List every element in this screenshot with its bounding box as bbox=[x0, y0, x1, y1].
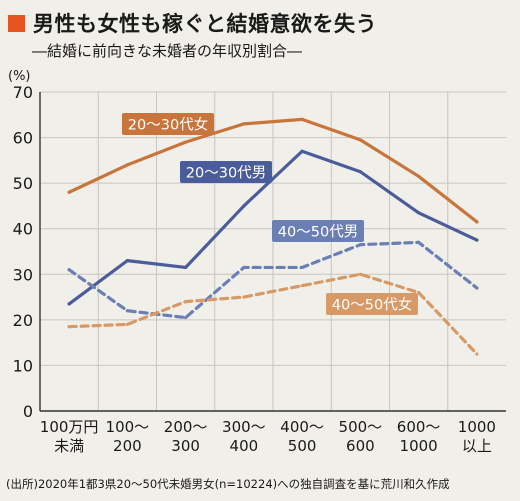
data-point bbox=[417, 211, 421, 215]
x-tick-label: 300 bbox=[171, 437, 200, 455]
y-tick-label: 0 bbox=[23, 402, 33, 421]
data-point bbox=[300, 117, 304, 121]
x-tick-label: 400〜 bbox=[280, 418, 324, 436]
series-line-1 bbox=[67, 149, 479, 306]
data-point bbox=[184, 300, 188, 304]
x-tick-label: 以上 bbox=[462, 437, 492, 455]
data-point bbox=[417, 240, 421, 244]
series-label-box bbox=[122, 113, 214, 135]
data-point bbox=[242, 265, 246, 270]
x-tick-label: 200 bbox=[113, 437, 142, 455]
data-point bbox=[125, 163, 129, 167]
x-tick-label: 500〜 bbox=[339, 418, 383, 436]
data-point bbox=[475, 220, 479, 224]
data-point bbox=[475, 238, 479, 242]
data-point bbox=[242, 204, 246, 208]
y-tick-label: 40 bbox=[13, 220, 33, 239]
y-axis-unit-label: (%) bbox=[8, 69, 31, 84]
x-tick-label: 1000 bbox=[458, 418, 496, 436]
data-point bbox=[300, 149, 304, 153]
x-tick-label: 100万円 bbox=[40, 418, 99, 436]
y-tick-label: 10 bbox=[13, 356, 33, 375]
data-point bbox=[358, 272, 362, 276]
x-tick-label: 100〜 bbox=[106, 418, 150, 436]
data-point bbox=[417, 290, 421, 295]
data-point bbox=[67, 190, 71, 194]
data-point bbox=[67, 302, 71, 306]
chart-subtitle: ―結婚に前向きな未婚者の年収別割合― bbox=[32, 42, 303, 60]
data-point bbox=[475, 286, 479, 290]
x-tick-label: 1000 bbox=[400, 437, 438, 455]
x-tick-label: 600〜 bbox=[397, 418, 441, 436]
series-label: 40〜50代女 bbox=[332, 296, 412, 314]
data-point bbox=[242, 295, 246, 299]
series-label-box bbox=[272, 220, 364, 242]
title-row: 男性も女性も稼ぐと結婚意欲を失う bbox=[8, 8, 377, 38]
series-label-box bbox=[326, 293, 418, 315]
series-line-3 bbox=[67, 272, 479, 356]
y-tick-label: 30 bbox=[13, 265, 33, 284]
x-tick-label: 400 bbox=[230, 437, 259, 455]
data-point bbox=[184, 265, 188, 270]
source-note: (出所)2020年1都3県20〜50代未婚男女(n=10224)への独自調査を基… bbox=[6, 477, 450, 491]
data-point bbox=[242, 122, 246, 126]
chart-title: 男性も女性も稼ぐと結婚意欲を失う bbox=[33, 12, 377, 36]
data-point bbox=[67, 325, 71, 329]
data-point bbox=[125, 259, 129, 263]
y-tick-label: 20 bbox=[13, 311, 33, 330]
data-point bbox=[125, 309, 129, 313]
data-point bbox=[300, 284, 304, 288]
data-point bbox=[184, 315, 188, 320]
y-tick-label: 70 bbox=[13, 83, 33, 102]
series-label: 20〜30代女 bbox=[128, 116, 208, 134]
data-point bbox=[358, 138, 362, 142]
x-tick-label: 500 bbox=[288, 437, 317, 455]
series-label: 40〜50代男 bbox=[278, 224, 358, 241]
data-point bbox=[125, 322, 129, 327]
data-point bbox=[184, 140, 188, 144]
x-tick-label: 200〜 bbox=[164, 418, 208, 436]
data-point bbox=[300, 265, 304, 270]
data-point bbox=[475, 352, 479, 356]
data-point bbox=[67, 268, 71, 272]
x-tick-label: 300〜 bbox=[222, 418, 266, 436]
data-point bbox=[417, 174, 421, 178]
x-tick-label: 未満 bbox=[54, 437, 84, 455]
data-point bbox=[358, 243, 362, 247]
series-label-box bbox=[180, 161, 272, 183]
y-tick-label: 60 bbox=[13, 129, 33, 148]
data-point bbox=[358, 170, 362, 174]
series-line-0 bbox=[67, 117, 479, 224]
x-tick-label: 600 bbox=[346, 437, 375, 455]
y-tick-label: 50 bbox=[13, 174, 33, 193]
series-label: 20〜30代男 bbox=[186, 165, 266, 182]
series-line-2 bbox=[67, 240, 479, 320]
title-marker-icon bbox=[8, 14, 25, 32]
